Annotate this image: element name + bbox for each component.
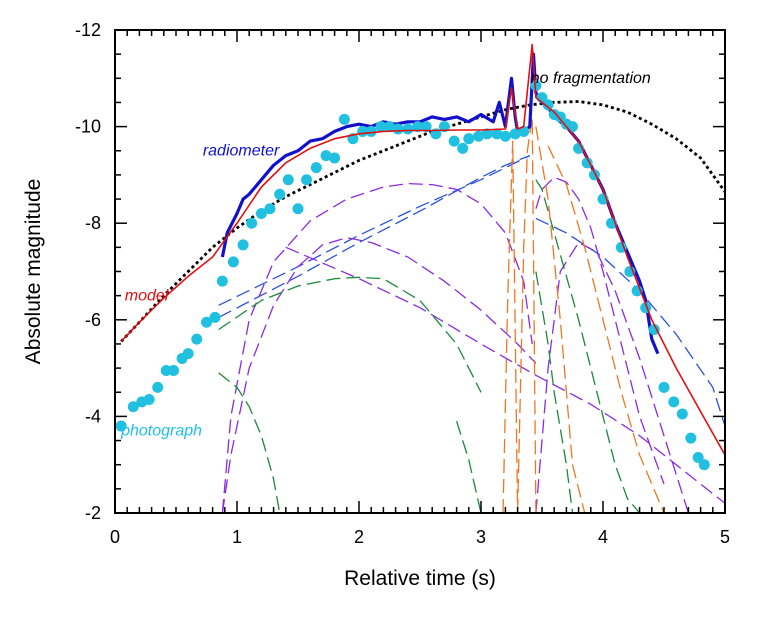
photograph-point (668, 396, 680, 408)
photograph-point (698, 459, 710, 471)
x-tick-label: 3 (476, 527, 486, 547)
photograph-point (509, 128, 521, 140)
photograph-point (481, 128, 493, 140)
fragment-curve-17 (502, 140, 519, 513)
photograph-point (402, 123, 414, 135)
photograph-point (542, 99, 554, 111)
photograph-point (338, 113, 350, 125)
fragment-curve-18 (516, 116, 537, 513)
x-tick-label: 4 (598, 527, 608, 547)
photograph-point (676, 408, 688, 420)
fragment-curve-14 (218, 372, 281, 513)
photograph-point (320, 150, 332, 162)
x-tick-label: 1 (232, 527, 242, 547)
photograph-point (392, 123, 404, 135)
no-fragmentation-line (120, 100, 725, 343)
photograph-point (127, 401, 139, 413)
photograph-point (246, 217, 258, 229)
fragment-curve-9 (285, 246, 725, 504)
fragment-curve-20 (547, 145, 665, 513)
photograph-point (182, 348, 194, 360)
y-tick-label: -2 (85, 503, 101, 523)
radiometer-line (220, 52, 660, 355)
fragment-curve-12 (218, 276, 482, 393)
photograph-point (491, 128, 503, 140)
photograph-point (615, 241, 627, 253)
photograph-point (412, 121, 424, 133)
fragment-curve-6 (535, 217, 725, 427)
fragment-curve-5 (218, 155, 531, 306)
photograph-point (554, 111, 566, 123)
photograph-point (191, 333, 203, 345)
x-tick-label: 5 (720, 527, 730, 547)
y-tick-label: -6 (85, 310, 101, 330)
photograph-point (115, 420, 127, 432)
annotation-layer: no fragmentation radiometer model photograp… (120, 70, 651, 440)
photograph-point (648, 323, 660, 335)
series-layer (115, 43, 725, 513)
photograph-point (365, 125, 377, 137)
fragment-curve-4 (218, 154, 531, 318)
photograph-point (282, 174, 294, 186)
fragment-curve-10 (535, 176, 665, 485)
x-axis-title: Relative time (s) (344, 567, 496, 590)
photograph-point (301, 174, 313, 186)
fragment-curve-16 (535, 271, 574, 513)
photograph-point (581, 157, 593, 169)
photograph-point (255, 208, 267, 220)
annotation-radiometer: radiometer (203, 143, 280, 160)
photograph-point (438, 121, 450, 133)
fragment-curve-13 (455, 421, 482, 513)
photograph-point (448, 135, 460, 147)
photograph-point (420, 121, 432, 133)
photograph-point (216, 275, 228, 287)
photograph-point (692, 451, 704, 463)
photograph-point (310, 162, 322, 174)
photograph-point (457, 142, 469, 154)
photograph-point (143, 393, 155, 405)
fragment-curve-7 (221, 237, 537, 513)
photograph-point (685, 432, 697, 444)
fragment-curve-19 (535, 126, 586, 513)
photograph-point (274, 188, 286, 200)
fragment-curve-11 (535, 241, 690, 513)
photograph-point (518, 125, 530, 137)
photograph-point (292, 203, 304, 215)
photograph-point (152, 381, 164, 393)
photograph-point (209, 311, 221, 323)
x-tick-label: 0 (110, 527, 120, 547)
y-tick-label: -10 (75, 117, 101, 137)
annotation-no-fragmentation: no fragmentation (531, 70, 651, 87)
annotation-photograph: photograph (120, 423, 202, 440)
photograph-point (499, 130, 511, 142)
model-line (120, 43, 725, 456)
y-tick-label: -4 (85, 406, 101, 426)
y-tick-label: -8 (85, 213, 101, 233)
photograph-point (658, 381, 670, 393)
tick-layer: 0 1 2 3 4 5 -2 -4 -6 -8 -10 -12 (75, 20, 730, 547)
photograph-point (329, 152, 341, 164)
fragment-curve-8 (221, 182, 533, 513)
photograph-point (227, 256, 239, 268)
photograph-point (264, 203, 276, 215)
annotation-model: model (125, 287, 169, 304)
photograph-point (201, 316, 212, 328)
y-axis-title: Absolute magnitude (22, 179, 45, 365)
photograph-point (375, 121, 387, 133)
photograph-point (473, 130, 485, 142)
photograph-point (463, 133, 475, 145)
photograph-point (237, 239, 249, 251)
fragment-curve-15 (535, 179, 641, 513)
photograph-point (384, 121, 395, 133)
x-tick-label: 2 (354, 527, 364, 547)
photograph-point (530, 80, 542, 92)
photograph-point (168, 365, 180, 377)
y-tick-label: -12 (75, 20, 101, 40)
